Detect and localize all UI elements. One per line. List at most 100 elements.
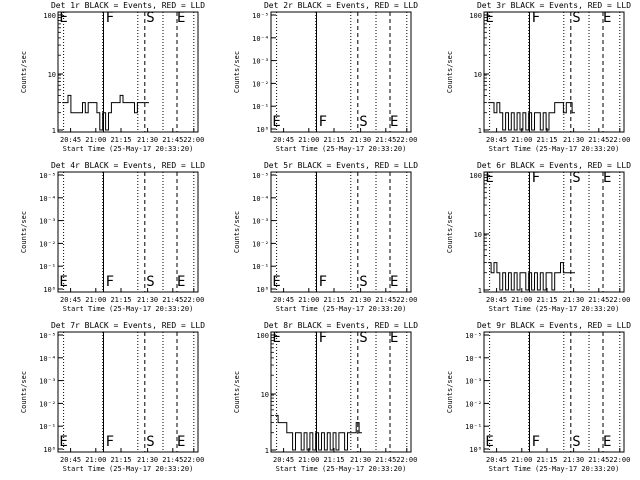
- event-marker-label: E: [485, 434, 493, 450]
- event-marker-label: S: [146, 274, 154, 290]
- x-tick-label: 20:45: [60, 456, 81, 464]
- chart-panel: Det 5r BLACK = Events, RED = LLD 10⁰ 10⁻¹ 1…: [233, 161, 418, 313]
- y-tick-label: 10⁻²: [252, 80, 269, 88]
- y-tick-label: 10: [261, 391, 269, 399]
- x-tick-label: 20:45: [273, 456, 294, 464]
- chart-title: Det 5r BLACK = Events, RED = LLD: [264, 161, 418, 170]
- x-tick-label: 20:45: [486, 296, 507, 304]
- chart-title: Det 9r BLACK = Events, RED = LLD: [477, 321, 631, 330]
- x-axis-label: Start Time (25-May-17 20:33:20): [489, 465, 620, 473]
- event-marker-label: E: [485, 10, 493, 26]
- x-axis-label: Start Time (25-May-17 20:33:20): [63, 145, 194, 153]
- event-marker-label: E: [272, 274, 280, 290]
- chart-title: Det 8r BLACK = Events, RED = LLD: [264, 321, 418, 330]
- chart-title: Det 3r BLACK = Events, RED = LLD: [477, 1, 631, 10]
- y-tick-label: 100: [469, 172, 482, 180]
- x-tick-label: 20:45: [273, 136, 294, 144]
- event-marker-label: E: [390, 274, 398, 290]
- events-series-line: [488, 262, 575, 291]
- x-tick-label: 21:45: [375, 136, 396, 144]
- x-tick-label: 21:15: [110, 136, 131, 144]
- y-tick-label: 10⁻³: [465, 378, 482, 386]
- event-marker-label: E: [485, 170, 493, 186]
- event-marker-label: E: [59, 274, 67, 290]
- x-tick-label: 21:45: [375, 296, 396, 304]
- y-axis-label: Counts/sec: [446, 211, 454, 253]
- x-tick-label: 21:45: [588, 456, 609, 464]
- y-tick-label: 10⁻¹: [39, 263, 56, 271]
- y-tick-label: 10⁻¹: [39, 423, 56, 431]
- y-tick-label: 10: [474, 71, 482, 79]
- event-marker-label: S: [572, 10, 580, 26]
- chart-panel: Det 1r BLACK = Events, RED = LLD 1 10 100 Co…: [20, 1, 205, 153]
- x-tick-label: 21:00: [511, 296, 532, 304]
- event-marker-label: E: [603, 170, 611, 186]
- event-marker-label: S: [359, 274, 367, 290]
- event-marker-label: E: [177, 434, 185, 450]
- x-tick-label: 20:45: [60, 296, 81, 304]
- y-tick-label: 10⁻¹: [465, 423, 482, 431]
- x-tick-label: 21:15: [323, 456, 344, 464]
- y-tick-label: 10⁻¹: [252, 263, 269, 271]
- y-tick-label: 100: [256, 332, 269, 340]
- y-tick-label: 1: [478, 287, 482, 295]
- x-tick-label: 22:00: [609, 296, 630, 304]
- y-tick-label: 10⁻¹: [252, 103, 269, 111]
- x-tick-label: 21:30: [563, 456, 584, 464]
- x-tick-label: 20:45: [273, 296, 294, 304]
- x-tick-label: 21:00: [85, 456, 106, 464]
- x-tick-label: 22:00: [183, 296, 204, 304]
- plot-frame: [270, 171, 412, 293]
- x-tick-label: 21:30: [137, 456, 158, 464]
- x-tick-label: 21:15: [536, 296, 557, 304]
- event-marker-label: E: [177, 10, 185, 26]
- y-tick-label: 10⁰: [43, 446, 56, 454]
- plot-frame: [483, 171, 625, 293]
- y-axis-label: Counts/sec: [20, 371, 28, 413]
- y-tick-label: 10: [474, 231, 482, 239]
- x-tick-label: 21:30: [563, 136, 584, 144]
- event-marker-label: F: [319, 114, 327, 130]
- y-axis-label: Counts/sec: [233, 51, 241, 93]
- y-axis-label: Counts/sec: [233, 371, 241, 413]
- x-axis-label: Start Time (25-May-17 20:33:20): [63, 465, 194, 473]
- event-marker-label: S: [572, 434, 580, 450]
- x-tick-label: 21:00: [85, 136, 106, 144]
- y-tick-label: 10⁻³: [252, 58, 269, 66]
- x-tick-label: 21:45: [162, 136, 183, 144]
- y-tick-label: 10⁰: [256, 126, 269, 134]
- y-axis-label: Counts/sec: [20, 211, 28, 253]
- x-tick-label: 21:30: [137, 136, 158, 144]
- x-axis-label: Start Time (25-May-17 20:33:20): [489, 145, 620, 153]
- chart-panel: Det 4r BLACK = Events, RED = LLD 10⁰ 10⁻¹ 1…: [20, 161, 205, 313]
- x-tick-label: 22:00: [396, 456, 417, 464]
- event-marker-label: S: [572, 170, 580, 186]
- events-series-line: [62, 94, 149, 131]
- x-tick-label: 21:30: [563, 296, 584, 304]
- y-tick-label: 1: [52, 127, 56, 135]
- x-tick-label: 22:00: [609, 136, 630, 144]
- x-tick-label: 21:00: [298, 136, 319, 144]
- y-tick-label: 100: [469, 12, 482, 20]
- chart-panel: Det 6r BLACK = Events, RED = LLD 1 10 100 Co…: [446, 161, 631, 313]
- plot-frame: [57, 331, 199, 453]
- y-axis-label: Counts/sec: [446, 51, 454, 93]
- y-tick-label: 10⁰: [256, 286, 269, 294]
- x-tick-label: 21:30: [350, 136, 371, 144]
- chart-panel: Det 2r BLACK = Events, RED = LLD 10⁰ 10⁻¹ 1…: [233, 1, 418, 153]
- event-marker-label: S: [359, 330, 367, 346]
- chart-panel: Det 3r BLACK = Events, RED = LLD 1 10 100 Co…: [446, 1, 631, 153]
- chart-title: Det 7r BLACK = Events, RED = LLD: [51, 321, 205, 330]
- event-marker-label: F: [106, 10, 114, 26]
- plot-frame: [270, 331, 412, 453]
- y-tick-label: 10⁻⁴: [39, 195, 56, 203]
- y-tick-label: 10⁻²: [465, 400, 482, 408]
- chart-panel: Det 8r BLACK = Events, RED = LLD 1 10 100 Co…: [233, 321, 418, 473]
- event-marker-label: F: [532, 170, 540, 186]
- x-tick-label: 21:15: [536, 456, 557, 464]
- x-axis-label: Start Time (25-May-17 20:33:20): [63, 305, 194, 313]
- y-tick-label: 10⁻⁵: [465, 332, 482, 340]
- chart-title: Det 6r BLACK = Events, RED = LLD: [477, 161, 631, 170]
- x-tick-label: 21:15: [323, 296, 344, 304]
- events-series-line: [488, 102, 575, 131]
